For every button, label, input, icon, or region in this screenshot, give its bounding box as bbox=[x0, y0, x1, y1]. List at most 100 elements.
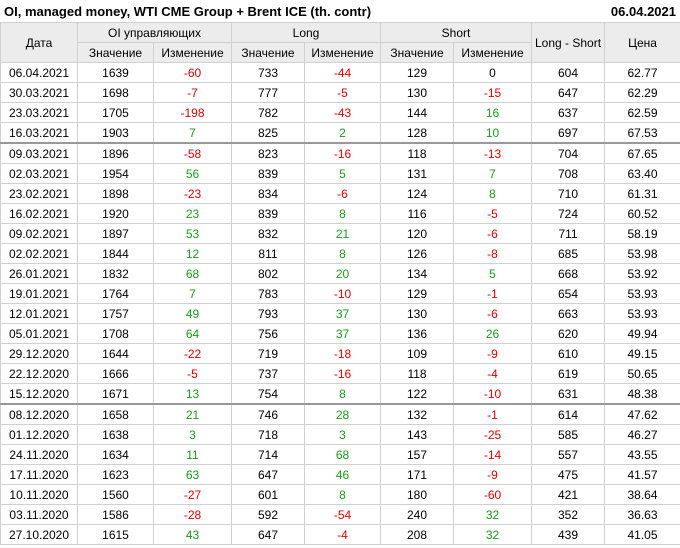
table-cell: 1898 bbox=[77, 183, 154, 204]
table-row: 08.12.2020 1658 21 746 28 132 -1 614 47.62 bbox=[0, 403, 680, 425]
table-cell: 647 bbox=[531, 82, 606, 103]
table-cell: 15.12.2020 bbox=[0, 383, 78, 405]
table-cell: 43.55 bbox=[604, 444, 680, 465]
table-cell: 49.94 bbox=[604, 323, 680, 344]
table-cell: 68 bbox=[303, 444, 382, 465]
table-cell: 839 bbox=[231, 203, 305, 224]
table-cell: 63 bbox=[153, 464, 232, 485]
table-cell: -14 bbox=[453, 444, 533, 465]
table-cell: 1897 bbox=[77, 223, 154, 244]
table-cell: 16.03.2021 bbox=[0, 122, 78, 144]
table-row: 17.11.2020 1623 63 647 46 171 -9 475 41.57 bbox=[0, 464, 680, 485]
table-cell: 130 bbox=[380, 303, 455, 324]
table-cell: -9 bbox=[453, 464, 533, 485]
table-cell: -10 bbox=[303, 283, 382, 304]
table-row: 12.01.2021 1757 49 793 37 130 -6 663 53.93 bbox=[0, 303, 680, 324]
table-cell: -5 bbox=[153, 363, 232, 384]
table-cell: 62.77 bbox=[604, 62, 680, 83]
table-row: 23.03.2021 1705 -198 782 -43 144 16 637 62.59 bbox=[0, 102, 680, 123]
table-cell: 32 bbox=[453, 524, 533, 545]
table-cell: 802 bbox=[231, 263, 305, 284]
table-cell: 352 bbox=[531, 504, 606, 525]
table-cell: 614 bbox=[531, 403, 606, 425]
table-cell: 637 bbox=[531, 102, 606, 123]
table-cell: 46.27 bbox=[604, 424, 680, 445]
header-cell: Long - Short bbox=[531, 22, 606, 63]
table-cell: 143 bbox=[380, 424, 455, 445]
table-cell: 16.02.2021 bbox=[0, 203, 78, 224]
table-cell: 1671 bbox=[77, 383, 154, 405]
table-cell: 26 bbox=[453, 323, 533, 344]
table-cell: 46 bbox=[303, 464, 382, 485]
table-cell: 557 bbox=[531, 444, 606, 465]
table-cell: 24.11.2020 bbox=[0, 444, 78, 465]
table-cell: 704 bbox=[531, 142, 606, 164]
table-cell: -25 bbox=[453, 424, 533, 445]
table-cell: -198 bbox=[153, 102, 232, 123]
table-cell: 777 bbox=[231, 82, 305, 103]
table-cell: 38.64 bbox=[604, 484, 680, 505]
table-cell: -23 bbox=[153, 183, 232, 204]
table-cell: -8 bbox=[453, 243, 533, 264]
table-cell: 10 bbox=[453, 122, 533, 144]
table-cell: -4 bbox=[303, 524, 382, 545]
table-row: 02.03.2021 1954 56 839 5 131 7 708 63.40 bbox=[0, 163, 680, 184]
table-cell: 02.02.2021 bbox=[0, 243, 78, 264]
table-cell: 1896 bbox=[77, 142, 154, 164]
subheader-cell: Значение bbox=[231, 42, 305, 63]
table-cell: 711 bbox=[531, 223, 606, 244]
table-cell: 61.31 bbox=[604, 183, 680, 204]
table-cell: 601 bbox=[231, 484, 305, 505]
table-cell: 19.01.2021 bbox=[0, 283, 78, 304]
table-cell: 710 bbox=[531, 183, 606, 204]
table-cell: -6 bbox=[453, 223, 533, 244]
table-cell: -7 bbox=[153, 82, 232, 103]
table-cell: 118 bbox=[380, 363, 455, 384]
table-cell: 50.65 bbox=[604, 363, 680, 384]
table-cell: 62.59 bbox=[604, 102, 680, 123]
table-cell: 8 bbox=[303, 243, 382, 264]
table-cell: 823 bbox=[231, 142, 305, 164]
table-row: 06.04.2021 1639 -60 733 -44 129 0 604 62.77 bbox=[0, 62, 680, 83]
table-row: 16.03.2021 1903 7 825 2 128 10 697 67.53 bbox=[0, 122, 680, 144]
table-cell: 1638 bbox=[77, 424, 154, 445]
table-cell: -6 bbox=[453, 303, 533, 324]
table-cell: 37 bbox=[303, 323, 382, 344]
table: Дата OI управляющих Long Short Long - Sh… bbox=[0, 22, 680, 545]
table-cell: 03.11.2020 bbox=[0, 504, 78, 525]
subheader-cell: Значение bbox=[77, 42, 154, 63]
table-cell: 1698 bbox=[77, 82, 154, 103]
table-cell: 118 bbox=[380, 142, 455, 164]
table-cell: 124 bbox=[380, 183, 455, 204]
table-row: 16.02.2021 1920 23 839 8 116 -5 724 60.52 bbox=[0, 203, 680, 224]
table-cell: 8 bbox=[303, 383, 382, 405]
table-cell: 01.12.2020 bbox=[0, 424, 78, 445]
table-cell: -15 bbox=[453, 82, 533, 103]
table-cell: -1 bbox=[453, 403, 533, 425]
table-cell: 26.01.2021 bbox=[0, 263, 78, 284]
table-cell: 48.38 bbox=[604, 383, 680, 405]
table-row: 30.03.2021 1698 -7 777 -5 130 -15 647 62.29 bbox=[0, 82, 680, 103]
table-cell: 1832 bbox=[77, 263, 154, 284]
table-cell: 746 bbox=[231, 403, 305, 425]
table-cell: 631 bbox=[531, 383, 606, 405]
header-cell: OI управляющих bbox=[77, 22, 232, 43]
table-cell: 10.11.2020 bbox=[0, 484, 78, 505]
table-cell: 28 bbox=[303, 403, 382, 425]
table-cell: 22.12.2020 bbox=[0, 363, 78, 384]
table-cell: 754 bbox=[231, 383, 305, 405]
table-cell: 1666 bbox=[77, 363, 154, 384]
header-cell: Дата bbox=[0, 22, 78, 63]
header-cell: Short bbox=[380, 22, 533, 43]
table-cell: 1658 bbox=[77, 403, 154, 425]
table-cell: 592 bbox=[231, 504, 305, 525]
table-cell: 68 bbox=[153, 263, 232, 284]
table-cell: 23.02.2021 bbox=[0, 183, 78, 204]
table-cell: -60 bbox=[453, 484, 533, 505]
table-cell: 62.29 bbox=[604, 82, 680, 103]
table-row: 05.01.2021 1708 64 756 37 136 26 620 49.94 bbox=[0, 323, 680, 344]
table-cell: 36.63 bbox=[604, 504, 680, 525]
table-cell: 783 bbox=[231, 283, 305, 304]
table-cell: 439 bbox=[531, 524, 606, 545]
